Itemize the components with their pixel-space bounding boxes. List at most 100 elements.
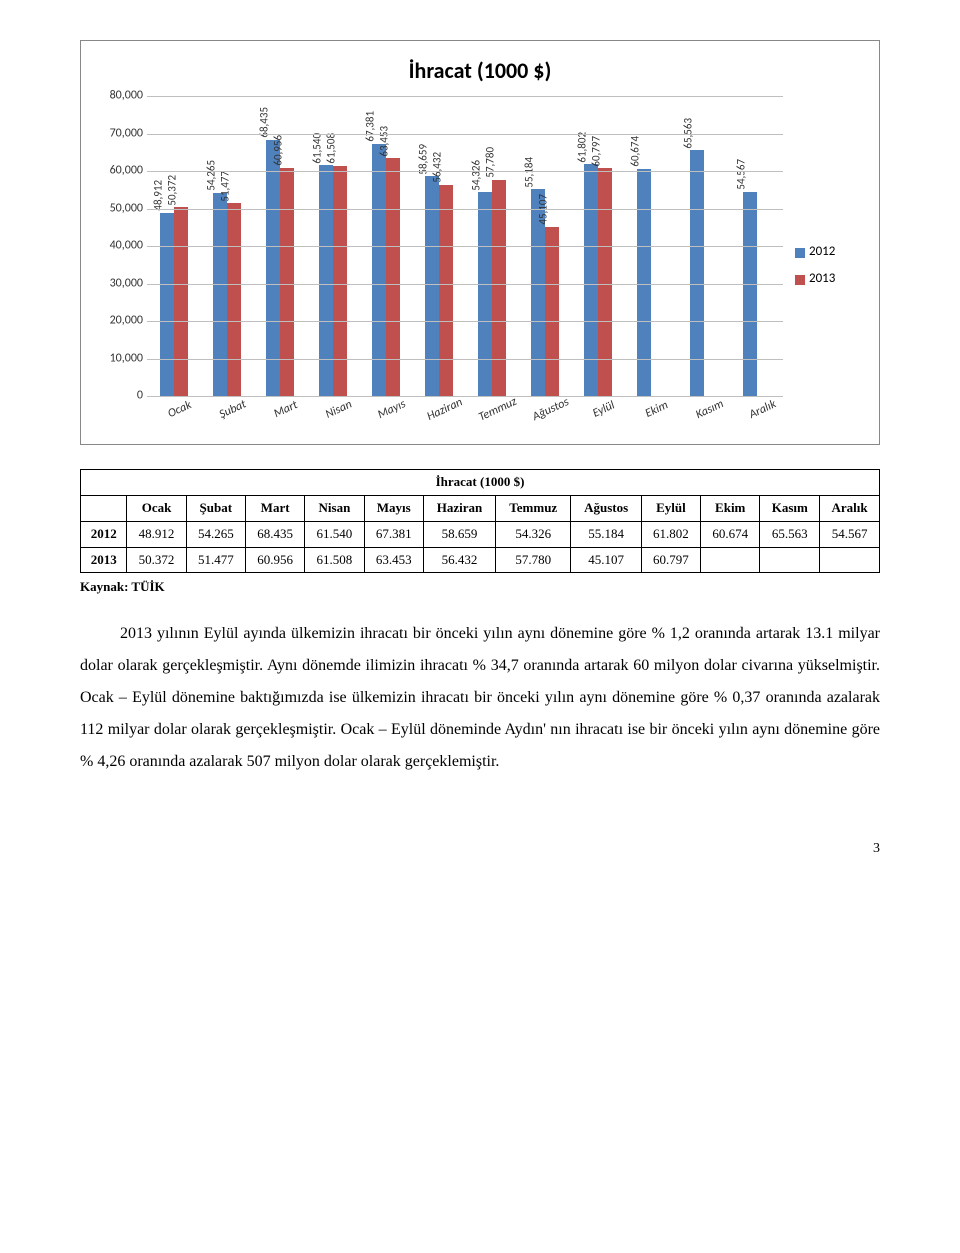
y-tick-label: 10,000 — [97, 349, 143, 368]
table-column-header: Ekim — [701, 495, 760, 521]
table-cell: 54.265 — [186, 521, 245, 547]
gridline — [147, 321, 783, 322]
bar: 57,780 — [492, 180, 506, 397]
table-cell: 63.453 — [364, 547, 423, 573]
table-cell — [701, 547, 760, 573]
bar: 61,540 — [319, 165, 333, 396]
table-cell: 55.184 — [571, 521, 641, 547]
bar: 63,453 — [386, 158, 400, 396]
gridline — [147, 134, 783, 135]
y-tick-label: 40,000 — [97, 237, 143, 256]
bar: 54,567 — [743, 192, 757, 397]
bar: 61,802 — [584, 164, 598, 396]
table-cell: 58.659 — [423, 521, 495, 547]
bar-value-label: 60,674 — [626, 136, 644, 167]
table-body: 201248.91254.26568.43561.54067.38158.659… — [81, 521, 880, 573]
bar-value-label: 56,432 — [428, 152, 446, 183]
bar-value-label: 61,508 — [322, 133, 340, 164]
table-cell: 54.326 — [496, 521, 571, 547]
chart-title: İhracat (1000 $) — [97, 53, 863, 88]
legend-item: 2012 — [795, 242, 863, 263]
bar: 48,912 — [160, 213, 174, 396]
table-cell: 61.540 — [305, 521, 364, 547]
table-cell: 2013 — [81, 547, 127, 573]
bar: 60,674 — [637, 169, 651, 397]
gridline — [147, 359, 783, 360]
table-cell: 61.508 — [305, 547, 364, 573]
bar-value-label: 63,453 — [375, 126, 393, 157]
table-cell: 61.802 — [641, 521, 700, 547]
bar: 45,107 — [545, 227, 559, 396]
table-cell: 45.107 — [571, 547, 641, 573]
table-column-header: Şubat — [186, 495, 245, 521]
table-column-header: Mart — [245, 495, 304, 521]
data-source: Kaynak: TÜİK — [80, 577, 880, 598]
table-column-header: Nisan — [305, 495, 364, 521]
table-row: 201350.37251.47760.95661.50863.45356.432… — [81, 547, 880, 573]
bar: 61,508 — [333, 166, 347, 397]
table-column-header: Aralık — [820, 495, 880, 521]
chart-plot: 48,91250,372 54,26551,477 68,43560,956 61,5… — [97, 96, 783, 436]
gridline — [147, 246, 783, 247]
bar: 60,956 — [280, 168, 294, 397]
bar-value-label: 57,780 — [481, 147, 499, 178]
bar: 50,372 — [174, 207, 188, 396]
table-title: İhracat (1000 $) — [81, 470, 880, 496]
gridline — [147, 396, 783, 397]
table-cell: 54.567 — [820, 521, 880, 547]
table-cell: 60.956 — [245, 547, 304, 573]
table-column-header: Eylül — [641, 495, 700, 521]
table-column-header: Kasım — [760, 495, 820, 521]
table-cell: 50.372 — [127, 547, 186, 573]
table-column-header: Ağustos — [571, 495, 641, 521]
x-axis-labels: OcakŞubatMartNisanMayısHaziranTemmuzAğus… — [147, 396, 783, 436]
export-data-table: İhracat (1000 $) OcakŞubatMartNisanMayıs… — [80, 469, 880, 573]
table-cell: 60.674 — [701, 521, 760, 547]
bar-value-label: 60,797 — [587, 136, 605, 167]
gridline — [147, 171, 783, 172]
table-column-header — [81, 495, 127, 521]
bar-value-label: 60,956 — [269, 135, 287, 166]
table-cell: 48.912 — [127, 521, 186, 547]
table-column-header: Ocak — [127, 495, 186, 521]
legend-swatch — [795, 275, 805, 285]
legend-label: 2013 — [809, 269, 835, 290]
table-cell — [760, 547, 820, 573]
table-column-header: Temmuz — [496, 495, 571, 521]
gridline — [147, 209, 783, 210]
table-cell: 65.563 — [760, 521, 820, 547]
bar-value-label: 51,477 — [216, 171, 234, 202]
bar: 56,432 — [439, 185, 453, 397]
legend-label: 2012 — [809, 242, 835, 263]
y-tick-label: 30,000 — [97, 274, 143, 293]
y-tick-label: 70,000 — [97, 124, 143, 143]
table-cell: 51.477 — [186, 547, 245, 573]
bar: 54,265 — [213, 193, 227, 396]
table-column-header: Mayıs — [364, 495, 423, 521]
chart-area: 48,91250,372 54,26551,477 68,43560,956 61,5… — [97, 96, 863, 436]
table-cell: 2012 — [81, 521, 127, 547]
table-cell — [820, 547, 880, 573]
bar: 54,326 — [478, 192, 492, 396]
chart-legend: 2012 2013 — [783, 96, 863, 436]
page-number: 3 — [80, 838, 880, 860]
table-column-header: Haziran — [423, 495, 495, 521]
y-tick-label: 80,000 — [97, 87, 143, 106]
bar: 68,435 — [266, 140, 280, 397]
gridline — [147, 96, 783, 97]
analysis-paragraph: 2013 yılının Eylül ayında ülkemizin ihra… — [80, 618, 880, 778]
y-tick-label: 0 — [97, 387, 143, 406]
y-tick-label: 60,000 — [97, 162, 143, 181]
legend-swatch — [795, 248, 805, 258]
table-cell: 68.435 — [245, 521, 304, 547]
table-cell: 56.432 — [423, 547, 495, 573]
table-header-row: OcakŞubatMartNisanMayısHaziranTemmuzAğus… — [81, 495, 880, 521]
export-chart: İhracat (1000 $) 48,91250,372 54,26551,47… — [80, 40, 880, 445]
bar-value-label: 54,567 — [732, 159, 750, 190]
y-tick-label: 20,000 — [97, 312, 143, 331]
bar: 60,797 — [598, 168, 612, 396]
gridline — [147, 284, 783, 285]
table-cell: 57.780 — [496, 547, 571, 573]
table-cell: 67.381 — [364, 521, 423, 547]
table-cell: 60.797 — [641, 547, 700, 573]
